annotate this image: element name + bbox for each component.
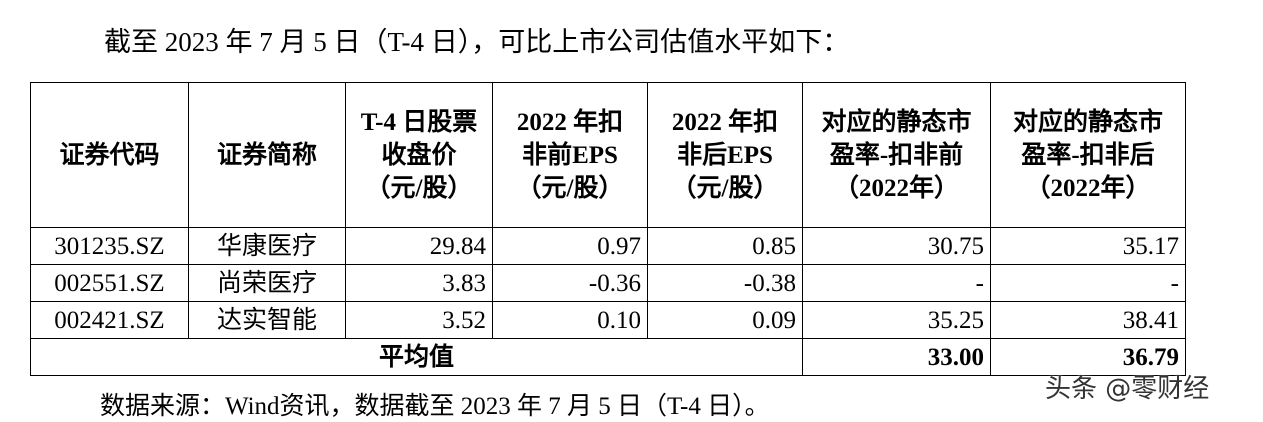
table-cell: -0.38 (647, 264, 803, 302)
header-cell: T-4 日股票收盘价（元/股） (345, 82, 493, 228)
table-cell: 3.52 (345, 301, 493, 339)
table-cell: 3.83 (345, 264, 493, 302)
table-cell: 华康医疗 (188, 227, 346, 265)
table-cell: 0.85 (647, 227, 803, 265)
table-cell: 0.10 (492, 301, 648, 339)
table-cell: 002551.SZ (30, 264, 189, 302)
header-row: 证券代码 证券简称 T-4 日股票收盘价（元/股） 2022 年扣非前EPS（元/股）… (30, 82, 1186, 228)
header-cell: 证券代码 (30, 82, 189, 228)
table-cell: 301235.SZ (30, 227, 189, 265)
table-row: 002421.SZ 达实智能 3.52 0.10 0.09 35.25 38.41 (30, 301, 1186, 339)
average-row: 平均值 33.00 36.79 (30, 338, 1186, 376)
table-cell: 尚荣医疗 (188, 264, 346, 302)
table-cell: -0.36 (492, 264, 648, 302)
table-body: 301235.SZ 华康医疗 29.84 0.97 0.85 30.75 35.17 0025… (30, 227, 1186, 376)
table-cell: 0.97 (492, 227, 648, 265)
table-cell: - (802, 264, 991, 302)
source-note: 数据来源：Wind资讯，数据截至 2023 年 7 月 5 日（T-4 日）。 (100, 393, 770, 420)
table-cell: 002421.SZ (30, 301, 189, 339)
header-cell: 对应的静态市盈率-扣非前（2022年） (802, 82, 991, 228)
table-cell: 30.75 (802, 227, 991, 265)
table-row: 002551.SZ 尚荣医疗 3.83 -0.36 -0.38- - (30, 264, 1186, 302)
average-value: 36.79 (990, 338, 1186, 376)
average-label: 平均值 (30, 338, 803, 376)
average-value: 33.00 (802, 338, 991, 376)
table-row: 301235.SZ 华康医疗 29.84 0.97 0.85 30.75 35.17 (30, 227, 1186, 265)
table-cell: 29.84 (345, 227, 493, 265)
intro: 截至 2023 年 7 月 5 日（T-4 日），可比上市公司估值水平如下： (104, 27, 850, 57)
table-cell: 38.41 (990, 301, 1186, 339)
header-cell: 证券简称 (188, 82, 346, 228)
valuation-table: 证券代码 证券简称 T-4 日股票收盘价（元/股） 2022 年扣非前EPS（元/股）… (30, 82, 1186, 376)
table-cell: - (990, 264, 1186, 302)
table-cell: 达实智能 (188, 301, 346, 339)
table-cell: 35.25 (802, 301, 991, 339)
header-cell: 2022 年扣非后EPS（元/股） (647, 82, 803, 228)
watermark: 头条 @零财经 (1045, 374, 1210, 404)
table-cell: 35.17 (990, 227, 1186, 265)
table-cell: 0.09 (647, 301, 803, 339)
header-cell: 2022 年扣非前EPS（元/股） (492, 82, 648, 228)
header-cell: 对应的静态市盈率-扣非后（2022年） (990, 82, 1186, 228)
